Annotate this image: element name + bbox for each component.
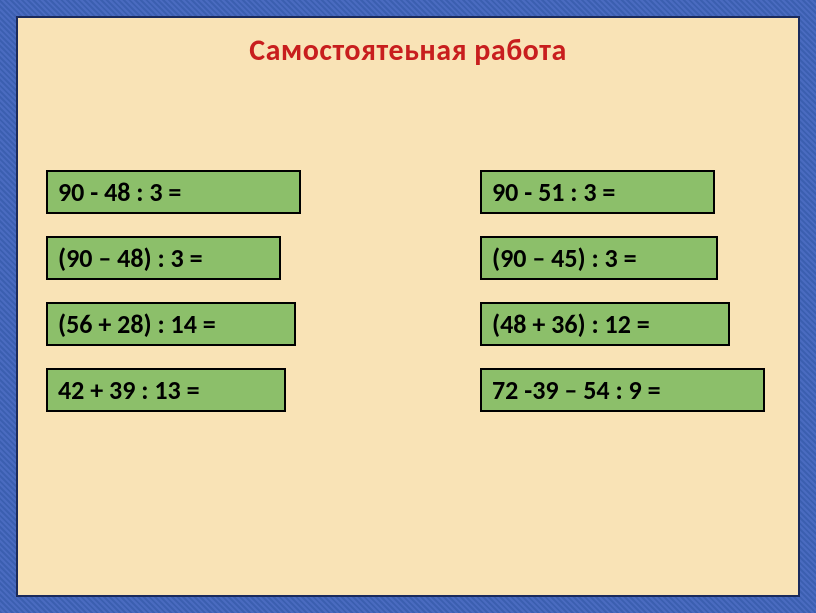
slide-panel: Самостоятеьная работа 90 - 48 : 3 = (90 … xyxy=(16,16,800,597)
expression-box: (90 – 45) : 3 = xyxy=(480,236,718,280)
expression-box: 72 -39 – 54 : 9 = xyxy=(480,368,765,412)
page-title: Самостоятеьная работа xyxy=(18,32,798,69)
expression-box: 90 - 48 : 3 = xyxy=(46,170,301,214)
expression-box: (90 – 48) : 3 = xyxy=(46,236,281,280)
expression-box: 42 + 39 : 13 = xyxy=(46,368,286,412)
expression-box: 90 - 51 : 3 = xyxy=(480,170,715,214)
right-column: 90 - 51 : 3 = (90 – 45) : 3 = (48 + 36) … xyxy=(480,170,770,412)
left-column: 90 - 48 : 3 = (90 – 48) : 3 = (56 + 28) … xyxy=(46,170,306,412)
columns: 90 - 48 : 3 = (90 – 48) : 3 = (56 + 28) … xyxy=(46,170,770,412)
expression-box: (56 + 28) : 14 = xyxy=(46,302,296,346)
expression-box: (48 + 36) : 12 = xyxy=(480,302,730,346)
